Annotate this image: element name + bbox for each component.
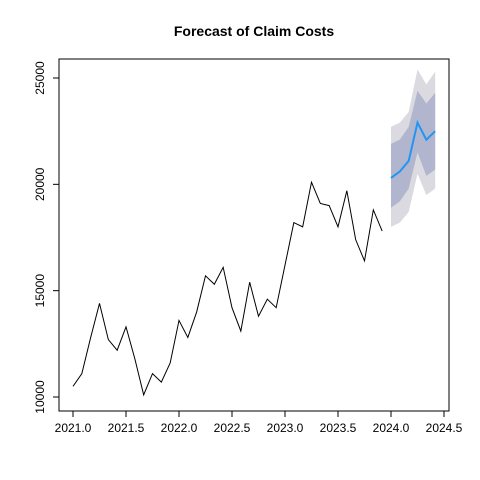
x-tick-label: 2023.5: [320, 421, 357, 435]
y-tick-label: 15000: [33, 274, 47, 308]
x-tick-label: 2023.0: [267, 421, 304, 435]
x-tick-label: 2021.5: [108, 421, 145, 435]
x-tick-label: 2024.5: [426, 421, 463, 435]
history-line: [73, 182, 382, 395]
x-tick-label: 2024.0: [373, 421, 410, 435]
x-tick-label: 2022.5: [214, 421, 251, 435]
x-tick-label: 2022.0: [161, 421, 198, 435]
plot-frame: [59, 59, 449, 411]
series-lines: [73, 123, 435, 395]
y-tick-label: 20000: [33, 167, 47, 201]
forecast-bands: [391, 69, 435, 226]
chart-title: Forecast of Claim Costs: [174, 23, 334, 39]
y-tick-label: 10000: [33, 380, 47, 414]
y-tick-label: 25000: [33, 61, 47, 95]
y-axis: 10000 15000 20000 25000: [33, 61, 59, 414]
x-tick-label: 2021.0: [55, 421, 92, 435]
x-axis: 2021.0 2021.5 2022.0 2022.5 2023.0 2023.5 2024…: [55, 411, 463, 435]
